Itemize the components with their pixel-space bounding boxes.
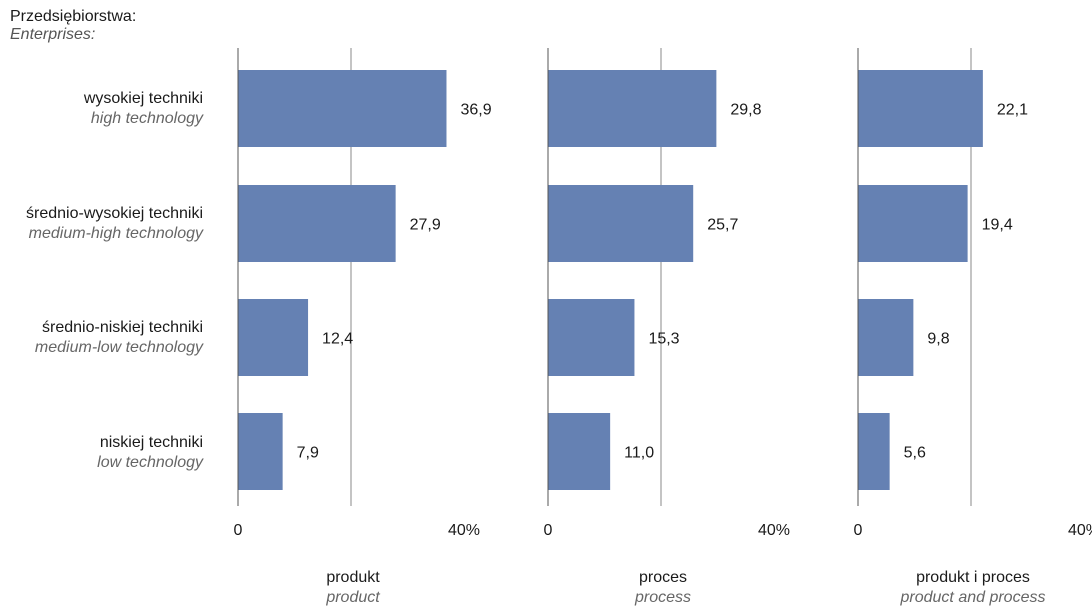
data-label-process: 25,7 (707, 217, 738, 234)
data-label-product: 7,9 (297, 445, 319, 462)
panel-subtitle: process (634, 589, 692, 606)
bar-product-and-process (858, 299, 914, 376)
category-label-en: high technology (90, 110, 203, 127)
panel-label-process: proces process (533, 568, 793, 608)
category-label-pl: średnio-niskiej techniki (42, 319, 203, 336)
data-label-product: 12,4 (322, 331, 353, 348)
category-label-en: medium-high technology (28, 225, 203, 242)
category-label-pl: wysokiej techniki (83, 90, 203, 107)
bar-product-and-process (858, 185, 968, 262)
enterprises-header-en: Enterprises: (10, 26, 96, 43)
data-label-process: 29,8 (730, 102, 761, 119)
category-label-low: niskiej techniki low technology (0, 433, 203, 473)
data-label-product-and-process: 5,6 (904, 445, 926, 462)
panel-label-product-and-process: produkt i proces product and process (843, 568, 1092, 608)
panel-label-product: produkt product (223, 568, 483, 608)
bar-process (548, 70, 717, 147)
panel-title: produkt (326, 569, 380, 586)
bar-product (238, 413, 283, 490)
bar-product (238, 185, 396, 262)
category-label-high: wysokiej techniki high technology (0, 89, 203, 129)
tick-label-product: 0 (234, 522, 243, 539)
bar-product-and-process (858, 70, 983, 147)
bar-process (548, 299, 635, 376)
data-label-product-and-process: 19,4 (982, 217, 1013, 234)
data-label-product-and-process: 22,1 (997, 102, 1028, 119)
data-label-product: 27,9 (410, 217, 441, 234)
panel-title: produkt i proces (916, 569, 1030, 586)
data-label-process: 11,0 (624, 445, 654, 462)
tick-label-product-and-process: 40% (1068, 522, 1092, 539)
category-label-medium-low: średnio-niskiej techniki medium-low tech… (0, 318, 203, 358)
data-label-product-and-process: 9,8 (927, 331, 949, 348)
category-label-pl: średnio-wysokiej techniki (26, 205, 203, 222)
data-label-process: 15,3 (648, 331, 679, 348)
bar-product (238, 70, 447, 147)
panel-subtitle: product and process (900, 589, 1046, 606)
bar-process (548, 413, 611, 490)
tick-label-product: 40% (448, 522, 480, 539)
category-label-pl: niskiej techniki (99, 434, 203, 451)
tick-label-process: 0 (544, 522, 553, 539)
panel-subtitle: product (326, 589, 380, 606)
category-label-en: low technology (97, 454, 203, 471)
tick-label-process: 40% (758, 522, 790, 539)
category-label-en: medium-low technology (34, 339, 203, 356)
bar-product-and-process (858, 413, 890, 490)
category-label-medium-high: średnio-wysokiej techniki medium-high te… (0, 204, 203, 244)
data-label-product: 36,9 (460, 102, 491, 119)
bar-process (548, 185, 694, 262)
panel-title: proces (638, 569, 688, 586)
enterprises-header: Przedsiębiorstwa: (10, 8, 137, 25)
bar-product (238, 299, 309, 376)
tick-label-product-and-process: 0 (854, 522, 863, 539)
